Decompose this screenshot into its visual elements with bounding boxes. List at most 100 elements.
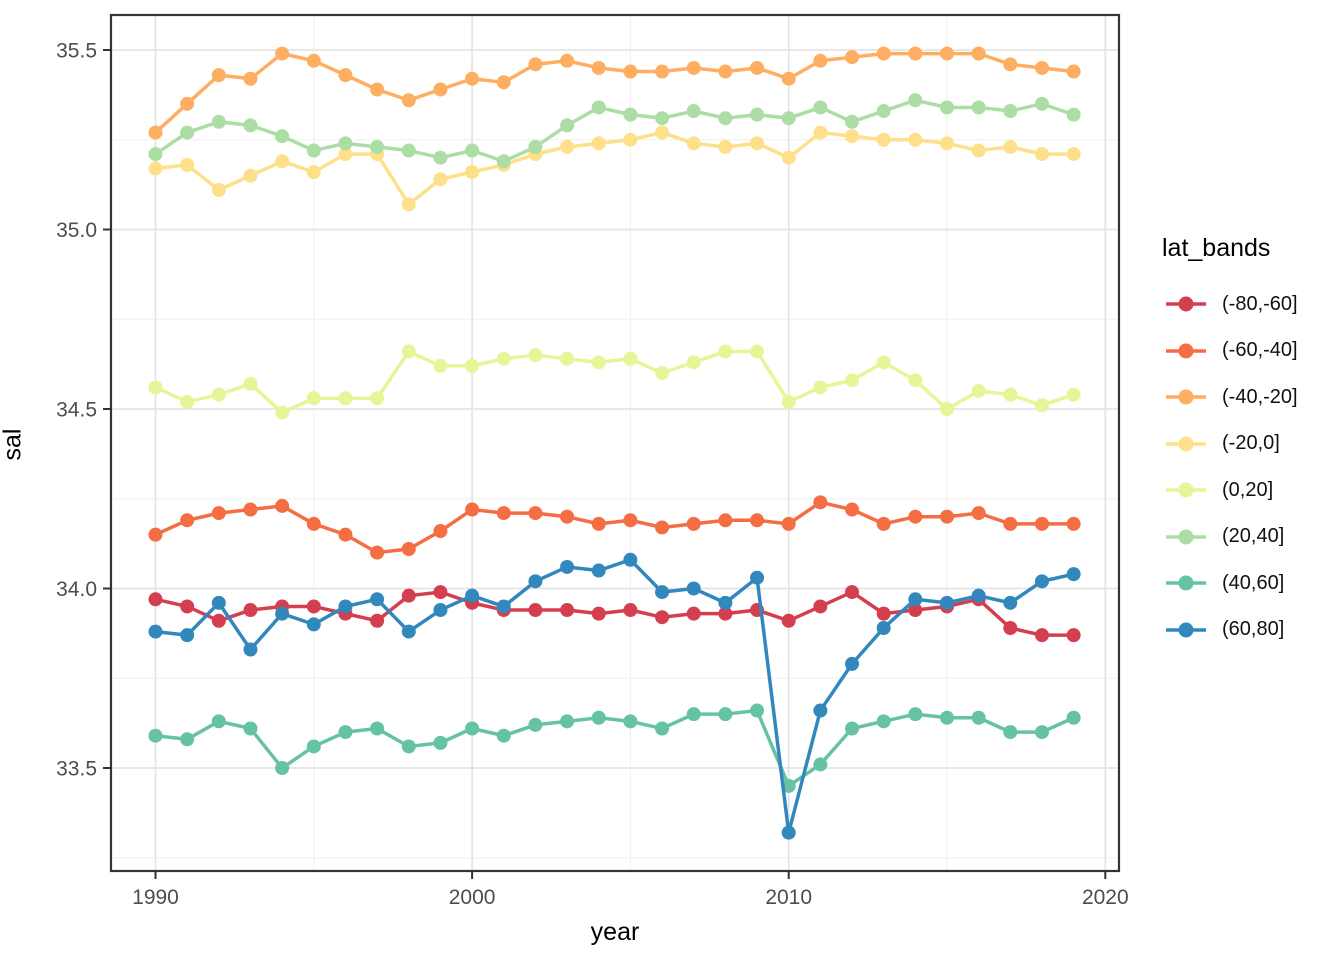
data-point [528,574,543,589]
data-point [370,545,385,560]
data-point [211,68,226,83]
data-point [718,513,733,528]
series-(60,80] [148,552,1081,840]
legend-title: lat_bands [1162,234,1271,262]
data-point [686,104,701,119]
data-point [560,118,575,133]
data-point [1003,516,1018,531]
data-point [781,613,796,628]
data-point [401,197,416,212]
data-point [496,154,511,169]
data-point [781,778,796,793]
data-point [940,509,954,524]
data-point [465,165,480,180]
data-point [338,527,353,542]
data-point [370,391,385,406]
data-point [813,599,828,614]
data-point [560,559,575,574]
data-point [211,183,226,198]
data-point [243,376,258,391]
data-point [338,147,353,162]
data-point [876,620,891,635]
data-point [465,358,480,373]
data-point [1034,574,1049,589]
legend-item: (0,20] [1160,467,1298,514]
data-point [781,394,796,409]
data-point [275,498,290,513]
data-point [528,603,543,618]
data-point [560,351,575,366]
data-point [306,516,321,531]
data-point [971,46,986,61]
data-point [750,570,765,585]
data-point [1034,96,1049,111]
data-point [148,592,163,607]
legend-item: (60,80] [1160,607,1298,654]
data-point [718,606,733,621]
data-point [623,552,638,567]
series-(40,60] [148,703,1081,793]
legend-item: (-60,-40] [1160,328,1298,375]
y-tick-label: 33.5 [56,758,97,781]
data-point [275,129,290,144]
data-point [876,132,891,147]
x-axis-title: year [590,918,640,946]
data-point [655,610,670,625]
legend-item-label: (-20,0] [1222,432,1280,455]
y-tick-label: 35.0 [56,219,97,242]
data-point [718,344,733,359]
series-(20,40] [148,93,1081,169]
data-point [275,606,290,621]
data-point [876,355,891,370]
data-point [971,100,986,115]
series-(-40,-20] [148,46,1081,140]
data-point [623,603,638,618]
series-(0,20] [148,344,1081,420]
data-point [813,495,828,510]
legend-item-label: (-40,-20] [1222,385,1298,408]
data-point [1003,104,1018,119]
legend-key-icon [1166,389,1206,405]
data-point [750,513,765,528]
data-point [750,60,765,75]
data-point [243,502,258,517]
data-point [401,739,416,754]
data-point [876,46,891,61]
legend-item-label: (40,60] [1222,571,1285,594]
data-point [876,516,891,531]
data-point [813,125,828,140]
legend-item-label: (0,20] [1222,478,1274,501]
data-point [686,606,701,621]
data-point [401,542,416,557]
legend-item: (-20,0] [1160,421,1298,468]
data-point [528,139,543,154]
data-point [211,506,226,521]
data-point [560,53,575,68]
data-point [148,624,163,639]
data-point [940,402,954,416]
data-point [813,53,828,68]
data-point [401,143,416,158]
data-point [180,125,195,140]
data-point [623,351,638,366]
data-point [686,60,701,75]
data-point [433,172,448,187]
data-point [465,588,480,603]
data-point [465,71,480,86]
data-point [971,384,986,399]
data-point [1003,57,1018,72]
legend-key-point [1178,296,1194,312]
legend-key-point [1178,529,1194,545]
data-point [876,104,891,119]
panel-border [109,13,1121,873]
data-point [591,516,606,531]
data-point [908,373,923,388]
data-point [1034,516,1049,531]
data-point [306,617,321,632]
data-point [180,599,195,614]
data-point [496,728,511,743]
data-point [560,603,575,618]
data-point [465,502,480,517]
data-point [845,114,860,129]
